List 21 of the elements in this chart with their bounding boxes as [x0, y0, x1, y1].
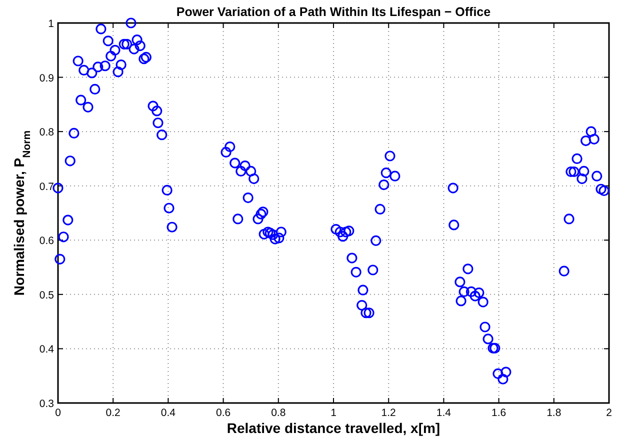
y-tick-label: 0.7 — [39, 180, 54, 193]
x-tick-label: 2 — [606, 407, 612, 419]
y-tick-label: 0.8 — [39, 126, 54, 139]
y-tick-label: 0.4 — [39, 344, 54, 356]
x-tick-label: 1.2 — [381, 407, 396, 419]
x-tick-label: 0.8 — [271, 407, 286, 419]
y-tick-label: 1 — [48, 18, 54, 30]
x-tick-label: 1.4 — [436, 407, 452, 419]
chart-title: Power Variation of a Path Within Its Lifespan − Office — [176, 5, 491, 19]
y-tick-label: 0.6 — [39, 235, 54, 248]
y-tick-label: 0.5 — [39, 289, 54, 302]
y-tick-label: 0.9 — [39, 72, 54, 84]
x-tick-label: 0.2 — [106, 407, 121, 419]
x-tick-label: 0.4 — [160, 407, 176, 419]
x-axis-title: Relative distance travelled, x[m] — [226, 420, 440, 436]
x-tick-label: 0 — [55, 407, 62, 419]
x-tick-label: 1.6 — [491, 407, 506, 419]
x-tick-label: 1 — [330, 407, 337, 419]
x-tick-label: 0.6 — [216, 407, 231, 419]
y-tick-label: 0.3 — [39, 398, 54, 410]
x-tick-label: 1.8 — [546, 407, 562, 419]
